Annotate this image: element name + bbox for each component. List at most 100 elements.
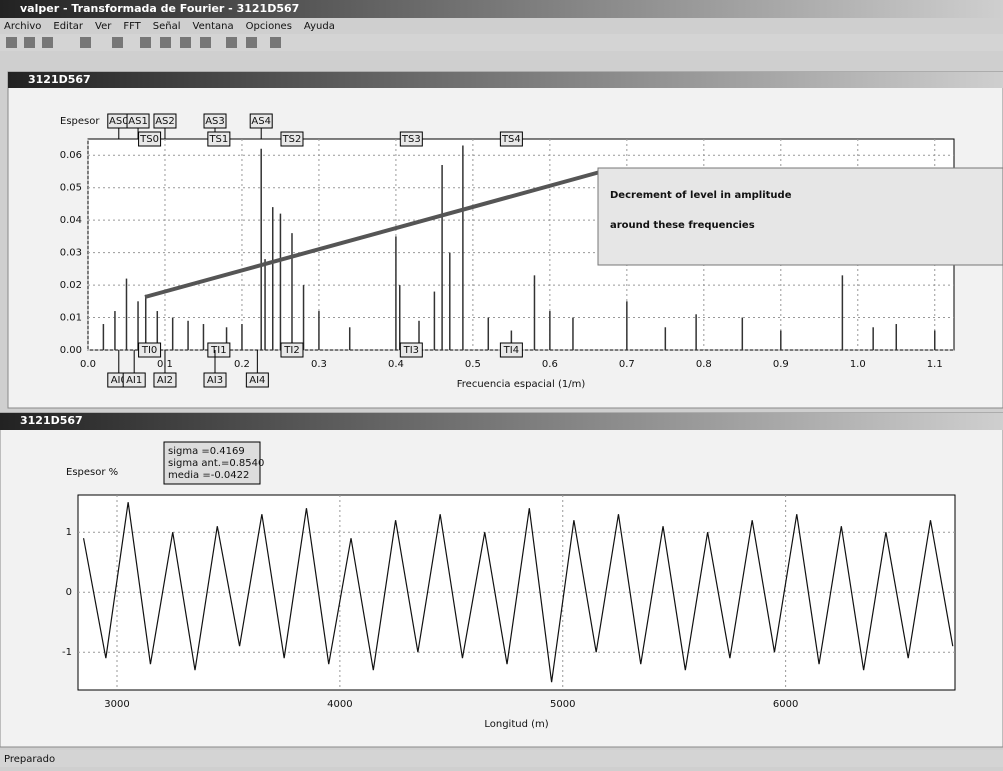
y-tick-label: 0.03: [60, 248, 82, 259]
x-tick-label: 0.6: [542, 359, 558, 370]
icon[interactable]: [270, 37, 281, 48]
marker-label: TS3: [401, 134, 421, 145]
icon[interactable]: [6, 37, 17, 48]
marker-label: AI0: [111, 375, 127, 386]
menu-item[interactable]: Ayuda: [304, 21, 335, 32]
stats-line: sigma ant.=0.8540: [168, 458, 264, 469]
menu-item[interactable]: FFT: [123, 21, 141, 32]
y-tick-label: -1: [62, 647, 72, 658]
x-tick-label: 0.5: [465, 359, 481, 370]
menu-item[interactable]: Ventana: [193, 21, 234, 32]
annotation-box: [597, 167, 1003, 266]
menu-item[interactable]: Ver: [95, 21, 112, 32]
menu-item[interactable]: Señal: [153, 21, 181, 32]
marker-label: AS0: [109, 116, 129, 127]
marker-label: TI1: [210, 345, 226, 356]
y-tick-label: 1: [66, 527, 72, 538]
icon[interactable]: [246, 37, 257, 48]
marker-box: [138, 342, 162, 358]
menu-item[interactable]: Archivo: [4, 21, 41, 32]
icon[interactable]: [24, 37, 35, 48]
marker-box: [138, 131, 162, 147]
status-bar: [0, 750, 1003, 767]
stats-box: [163, 441, 261, 485]
y-tick-label: 0: [66, 587, 72, 598]
icon[interactable]: [140, 37, 151, 48]
marker-label: AS3: [205, 116, 225, 127]
x-tick-label: 1.1: [927, 359, 943, 370]
pane-title: 3121D567: [20, 414, 83, 427]
icon[interactable]: [180, 37, 191, 48]
marker-label: AS2: [155, 116, 175, 127]
x-tick-label: 0.2: [234, 359, 250, 370]
menu-item[interactable]: Editar: [53, 21, 83, 32]
icon[interactable]: [42, 37, 53, 48]
y-tick-label: 0.06: [60, 150, 82, 161]
pane-title-bar: [8, 72, 1003, 88]
marker-box: [203, 372, 227, 388]
x-tick-label: 6000: [773, 699, 798, 710]
marker-label: TS1: [208, 134, 228, 145]
pane-title: 3121D567: [28, 73, 91, 86]
marker-label: AS1: [128, 116, 148, 127]
marker-box: [399, 131, 423, 147]
marker-box: [245, 372, 269, 388]
signal-line: [82, 502, 954, 683]
marker-label: AS4: [251, 116, 271, 127]
x-tick-label: 0.3: [311, 359, 327, 370]
x-tick-label: 3000: [104, 699, 129, 710]
marker-label: TI2: [283, 345, 299, 356]
annotation-line: around these frequencies: [610, 220, 755, 231]
marker-label: TS0: [139, 134, 159, 145]
y-axis-label: Espesor: [60, 116, 100, 127]
toolbar-icons: [6, 37, 281, 48]
icon[interactable]: [80, 37, 91, 48]
y-tick-label: 0.02: [60, 280, 82, 291]
y-tick-label: 0.04: [60, 215, 82, 226]
marker-label: AI4: [249, 375, 265, 386]
pane-title-bar: [0, 413, 1003, 430]
x-tick-label: 0.8: [696, 359, 712, 370]
x-tick-label: 1.0: [850, 359, 866, 370]
marker-label: AI3: [207, 375, 223, 386]
marker-box: [203, 113, 227, 129]
marker-box: [280, 342, 304, 358]
stats-line: sigma =0.4169: [168, 446, 245, 457]
marker-box: [126, 113, 150, 129]
stats-line: media =-0.0422: [168, 470, 249, 481]
marker-box: [153, 372, 177, 388]
x-tick-label: 0.4: [388, 359, 404, 370]
marker-box: [499, 131, 523, 147]
marker-label: TI4: [503, 345, 519, 356]
marker-label: AI2: [157, 375, 173, 386]
y-axis-label: Espesor %: [66, 467, 118, 478]
icon[interactable]: [226, 37, 237, 48]
x-tick-label: 0.7: [619, 359, 635, 370]
chart: 3000 4000 5000 6000 -1 0 1 Longitud (m) Espesor …: [62, 441, 956, 730]
title-bar: [0, 0, 1003, 18]
x-tick-label: 0.9: [773, 359, 789, 370]
marker-box: [399, 342, 423, 358]
x-tick-label: 5000: [550, 699, 575, 710]
icon[interactable]: [160, 37, 171, 48]
icon[interactable]: [112, 37, 123, 48]
x-axis-label: Frecuencia espacial (1/m): [457, 379, 586, 390]
menu-item[interactable]: Opciones: [246, 21, 292, 32]
icon[interactable]: [200, 37, 211, 48]
marker-label: TS2: [282, 134, 302, 145]
marker-box: [249, 113, 273, 129]
marker-box: [280, 131, 304, 147]
y-tick-label: 0.01: [60, 313, 82, 324]
marker-box: [153, 113, 177, 129]
y-tick-label: 0.05: [60, 183, 82, 194]
marker-label: TI3: [403, 345, 419, 356]
arrow: [144, 170, 601, 299]
annotation: Decrement of level in amplitude around th…: [610, 190, 792, 231]
y-tick-label: 0.00: [60, 345, 82, 356]
status-text: Preparado: [4, 754, 55, 765]
marker-box: [207, 342, 231, 358]
marker-label: TI0: [141, 345, 157, 356]
window-title: valper - Transformada de Fourier - 3121D…: [20, 2, 299, 15]
